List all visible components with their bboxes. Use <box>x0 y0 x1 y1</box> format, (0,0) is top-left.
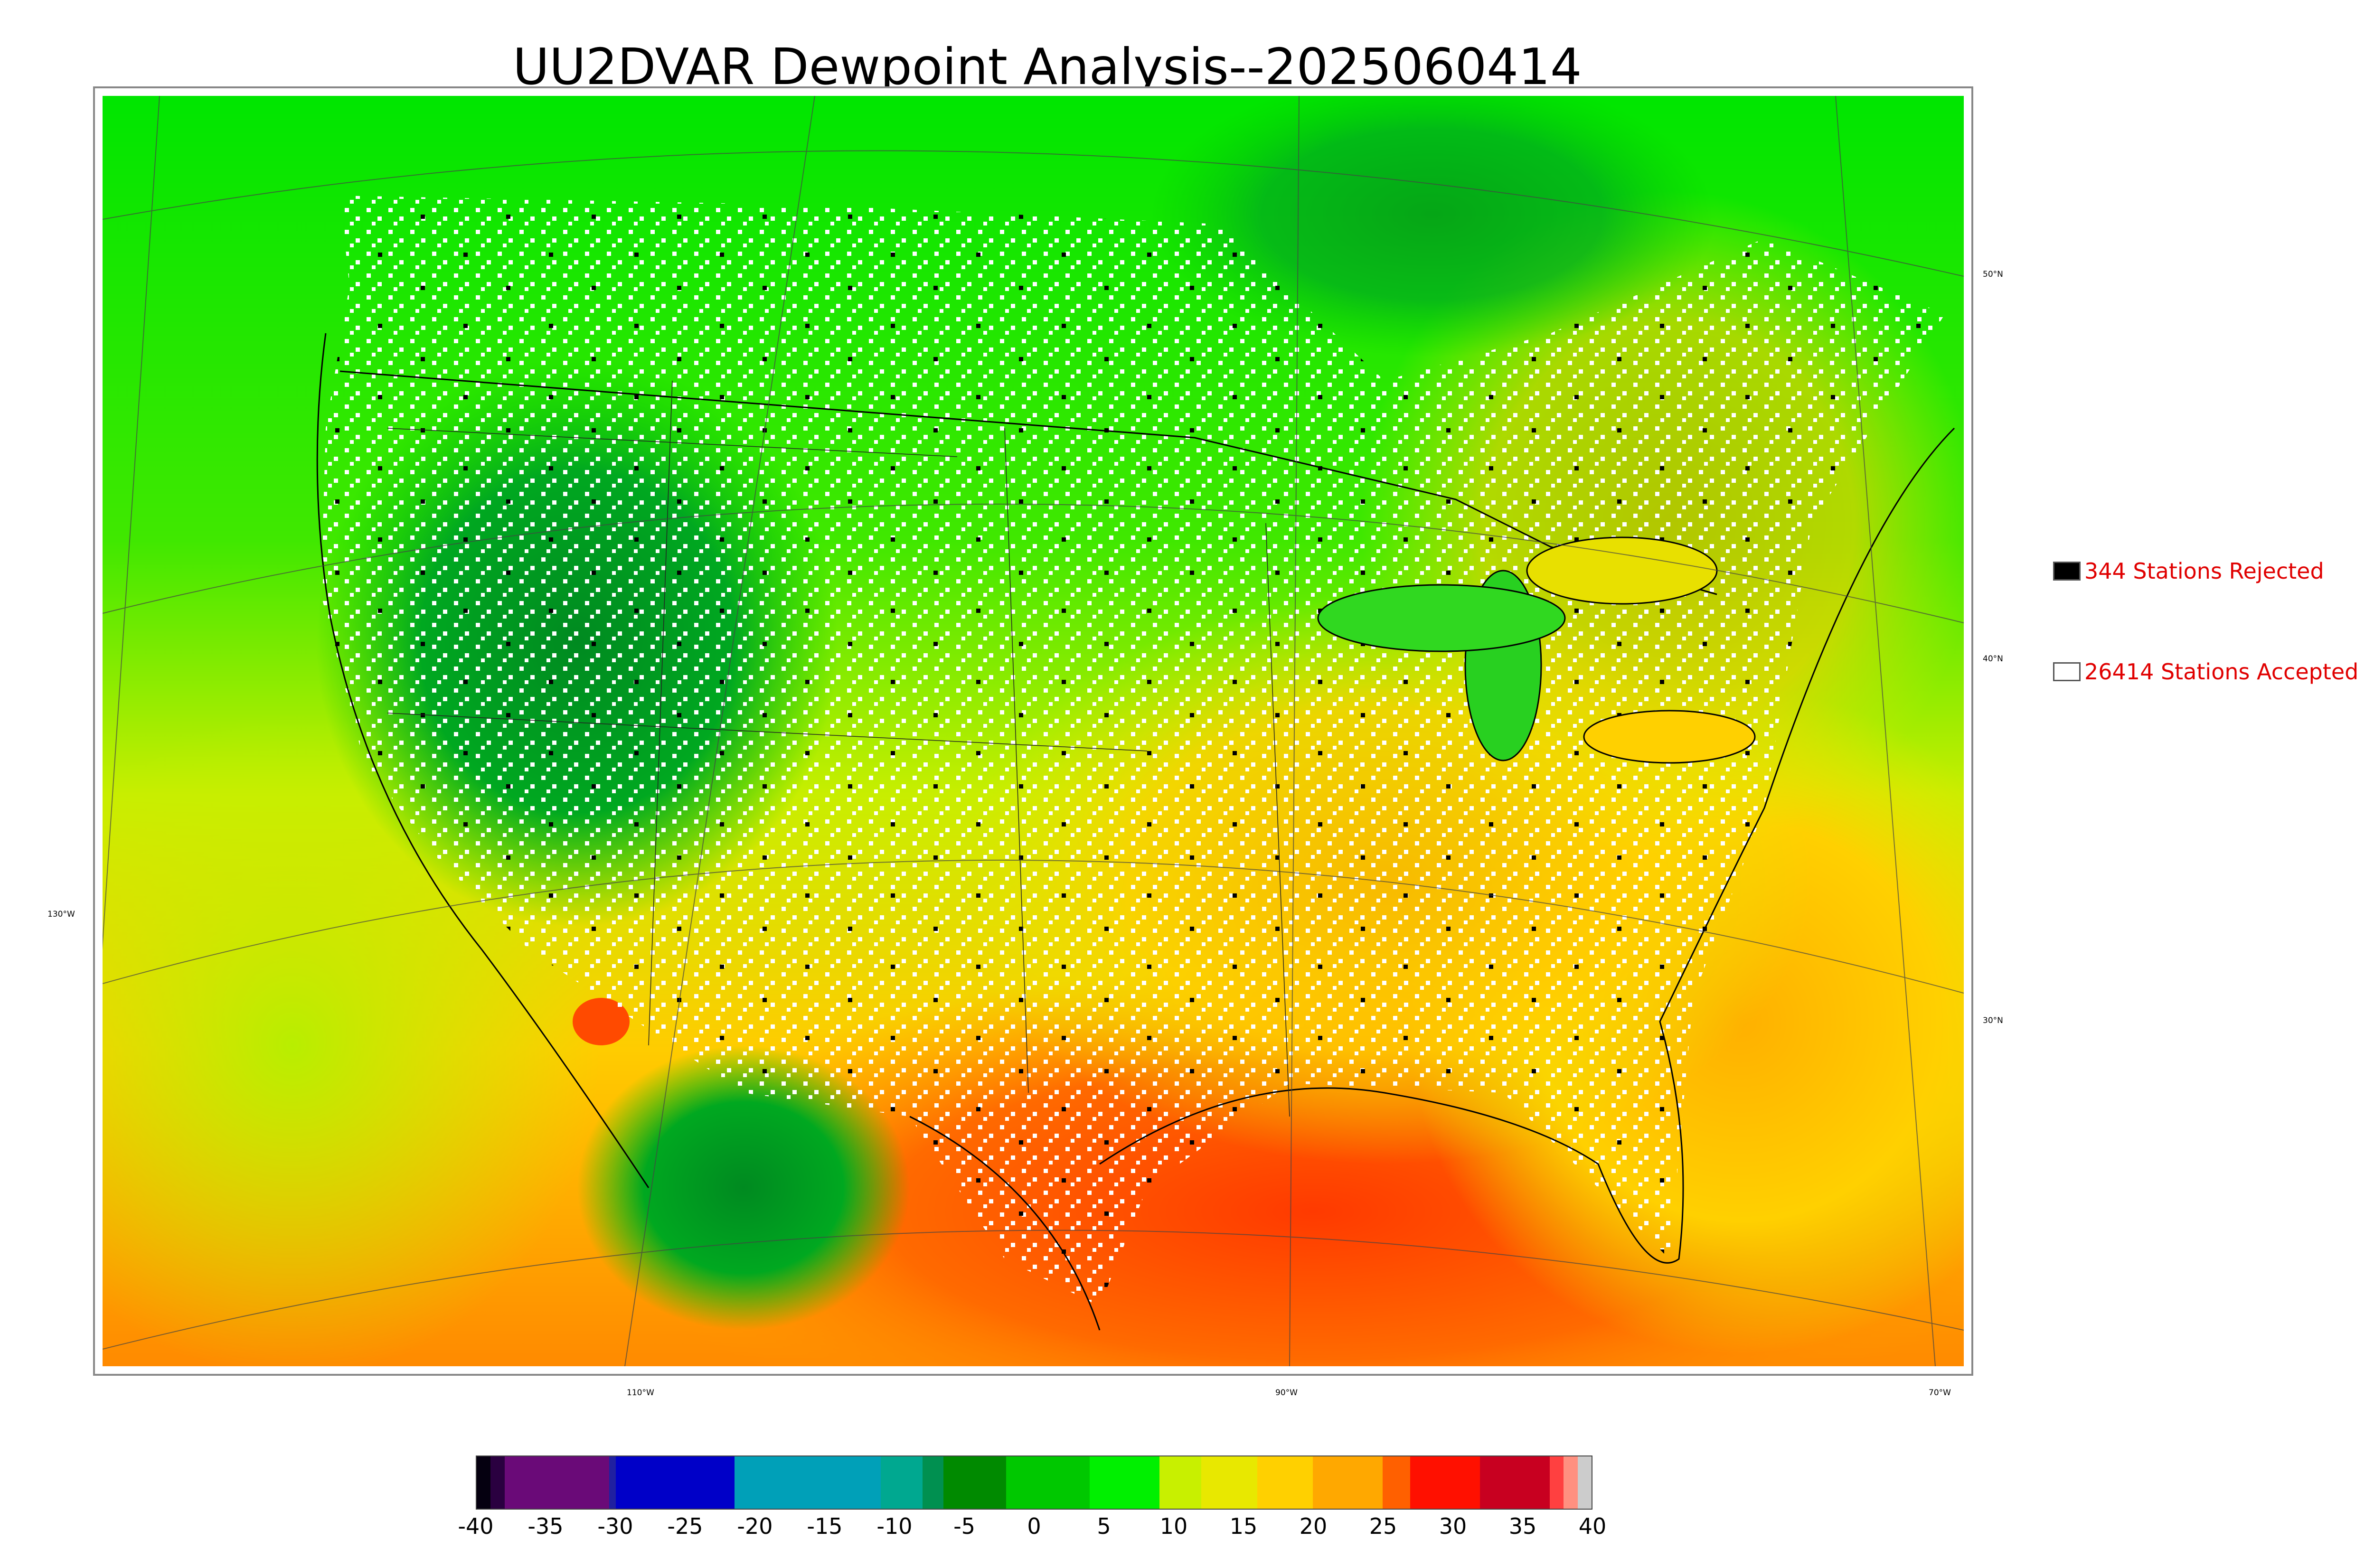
colorbar-tick-label: -20 <box>737 1513 773 1539</box>
colorbar-tick-label: 30 <box>1439 1513 1467 1539</box>
legend-rejected: 344 Stations Rejected <box>2053 558 2324 584</box>
colorbar-band-4 <box>616 1456 735 1509</box>
colorbar-band-2 <box>504 1456 609 1509</box>
colorbar-tick-label: 20 <box>1299 1513 1328 1539</box>
colorbar-band-10 <box>1090 1456 1160 1509</box>
colorbar-band-11 <box>1159 1456 1202 1509</box>
lat-label-50n: 50°N <box>1983 270 2003 279</box>
colorbar-band-9 <box>1006 1456 1090 1509</box>
legend-accepted: 26414 Stations Accepted <box>2053 659 2358 685</box>
colorbar-band-1 <box>490 1456 505 1509</box>
colorbar-tick-label: 10 <box>1159 1513 1188 1539</box>
legend-accepted-label: 26414 Stations Accepted <box>2084 659 2359 685</box>
colorbar-band-8 <box>943 1456 1007 1509</box>
rejected-swatch <box>2053 562 2081 581</box>
legend-rejected-label: 344 Stations Rejected <box>2084 558 2324 584</box>
colorbar-band-6 <box>881 1456 923 1509</box>
colorbar-tick-label: -15 <box>807 1513 843 1539</box>
colorbar-band-19 <box>1564 1456 1578 1509</box>
dewpoint-map <box>93 86 1973 1376</box>
dewpoint-colorbar <box>476 1455 1592 1510</box>
lon-label-130w: 130°W <box>47 910 75 919</box>
colorbar-tick-label: -35 <box>528 1513 564 1539</box>
accepted-swatch <box>2053 662 2081 681</box>
colorbar-tick-label: 5 <box>1097 1513 1111 1539</box>
colorbar-tick-label: -5 <box>953 1513 975 1539</box>
colorbar-band-0 <box>477 1456 491 1509</box>
colorbar-band-7 <box>923 1456 944 1509</box>
colorbar-band-18 <box>1549 1456 1564 1509</box>
lon-label-70w: 70°W <box>1929 1388 1951 1398</box>
colorbar-band-12 <box>1201 1456 1257 1509</box>
dewpoint-field <box>103 96 1964 1366</box>
colorbar-band-5 <box>734 1456 881 1509</box>
colorbar-tick-label: 40 <box>1578 1513 1607 1539</box>
colorbar-band-13 <box>1257 1456 1313 1509</box>
colorbar-band-15 <box>1382 1456 1411 1509</box>
colorbar-tick-label: -10 <box>876 1513 913 1539</box>
colorbar-band-20 <box>1577 1456 1592 1509</box>
colorbar-band-17 <box>1480 1456 1550 1509</box>
colorbar-tick-label: 25 <box>1369 1513 1397 1539</box>
colorbar-band-3 <box>609 1456 616 1509</box>
lon-label-90w: 90°W <box>1275 1388 1298 1398</box>
colorbar-band-16 <box>1410 1456 1480 1509</box>
colorbar-tick-label: 35 <box>1508 1513 1537 1539</box>
colorbar-tick-label: -25 <box>667 1513 703 1539</box>
colorbar-tick-label: 15 <box>1229 1513 1258 1539</box>
lon-label-110w: 110°W <box>627 1388 654 1398</box>
lat-label-40n: 40°N <box>1983 654 2003 664</box>
colorbar-tick-label: -40 <box>458 1513 494 1539</box>
colorbar-tick-label: 0 <box>1027 1513 1041 1539</box>
colorbar-tick-label: -30 <box>597 1513 633 1539</box>
lat-label-30n: 30°N <box>1983 1016 2003 1025</box>
colorbar-band-14 <box>1312 1456 1383 1509</box>
map-title: UU2DVAR Dewpoint Analysis--2025060414 <box>513 38 1582 96</box>
